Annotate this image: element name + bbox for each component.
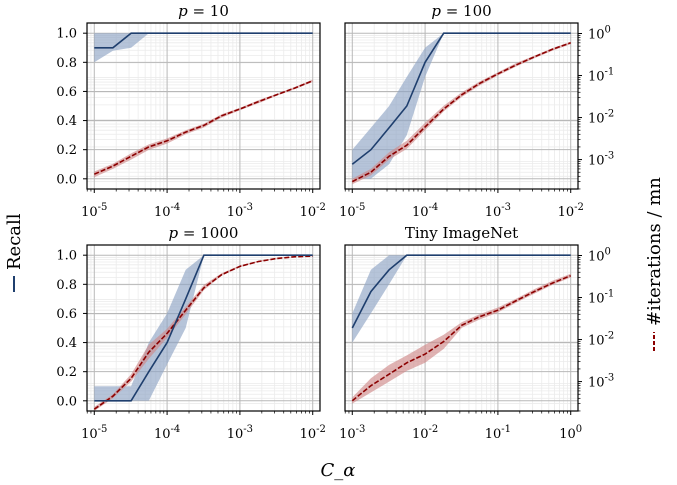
iterations-line <box>351 42 571 183</box>
iterations-band <box>94 79 313 178</box>
y-right-axis-label: #iterations / mn <box>644 177 665 351</box>
x-tick-label: 100 <box>559 424 582 442</box>
y-left-tick-label: 0.2 <box>56 143 77 158</box>
y-right-tick-label: 10-2 <box>588 109 614 127</box>
recall-band <box>352 33 571 179</box>
recall-line <box>94 254 313 402</box>
recall-line <box>351 254 571 329</box>
x-tick-label: 10-1 <box>485 424 511 442</box>
x-tick-label: 10-4 <box>412 202 438 220</box>
iterations-line <box>93 80 313 175</box>
panel-frame <box>344 244 579 412</box>
y-right-tick-label: 10-2 <box>588 331 614 349</box>
panel-title: p = 1000 <box>169 224 239 242</box>
x-tick-label: 10-4 <box>154 202 180 220</box>
panel-2: p = 100 <box>344 2 582 193</box>
x-tick-label: 10-3 <box>227 424 253 442</box>
panel-frame <box>344 22 579 190</box>
y-right-tick-label: 100 <box>588 25 611 43</box>
recall-line <box>94 32 313 49</box>
y-left-tick-label: 0.8 <box>56 278 77 293</box>
y-left-tick-label: 0.6 <box>56 307 77 322</box>
panel-frame <box>86 22 321 190</box>
panel-frame <box>86 244 321 412</box>
y-left-axis-label: Recall <box>4 213 25 292</box>
y-left-tick-label: 0.4 <box>56 114 77 129</box>
recall-label: Recall <box>4 213 25 270</box>
y-left-tick-label: 1.0 <box>56 249 77 264</box>
y-left-tick-label: 0.6 <box>56 85 77 100</box>
x-tick-label: 10-5 <box>81 424 107 442</box>
y-left-tick-label: 0.2 <box>56 365 77 380</box>
x-tick-label: 10-5 <box>339 202 365 220</box>
y-left-tick-label: 0.8 <box>56 56 77 71</box>
x-tick-label: 10-4 <box>154 424 180 442</box>
recall-line <box>351 32 571 165</box>
x-tick-label: 10-2 <box>412 424 438 442</box>
x-axis-label: C_α <box>321 460 356 481</box>
panel-3: 0.0 0.2 0.4 0.6 0.8 1.0 p = 1000 <box>56 224 321 415</box>
x-tick-label: 10-5 <box>81 202 107 220</box>
iterations-line <box>351 274 571 402</box>
y-right-tick-label: 10-1 <box>588 67 614 85</box>
y-left-tick-label: 1.0 <box>56 27 77 42</box>
iterations-band <box>352 41 571 185</box>
x-tick-label: 10-3 <box>227 202 253 220</box>
y-left-tick-label: 0.0 <box>56 172 77 187</box>
x-tick-label: 10-2 <box>300 424 326 442</box>
panel-1: 0.0 0.2 0.4 0.6 0.8 1.0 p = 10 <box>56 2 321 193</box>
iterations-band <box>94 255 313 411</box>
panel-title: p = 100 <box>431 2 491 20</box>
recall-band <box>94 33 313 63</box>
x-tick-label: 10-2 <box>558 202 584 220</box>
panel-title: p = 10 <box>178 2 229 20</box>
x-tick-label: 10-2 <box>300 202 326 220</box>
y-right-tick-label: 10-1 <box>588 289 614 307</box>
y-left-tick-label: 0.0 <box>56 394 77 409</box>
x-tick-label: 10-3 <box>339 424 365 442</box>
recall-band <box>94 255 313 401</box>
y-right-tick-label: 10-3 <box>588 151 614 169</box>
y-right-tick-label: 100 <box>588 247 611 265</box>
panel-4: Tiny ImageNet <box>344 224 582 415</box>
panel-title: Tiny ImageNet <box>405 224 518 242</box>
x-tick-label: 10-3 <box>485 202 511 220</box>
iterations-label: #iterations / mn <box>644 177 665 326</box>
iterations-line <box>93 255 313 410</box>
y-right-tick-label: 10-3 <box>588 373 614 391</box>
y-left-tick-label: 0.4 <box>56 336 77 351</box>
iterations-band <box>352 273 571 404</box>
